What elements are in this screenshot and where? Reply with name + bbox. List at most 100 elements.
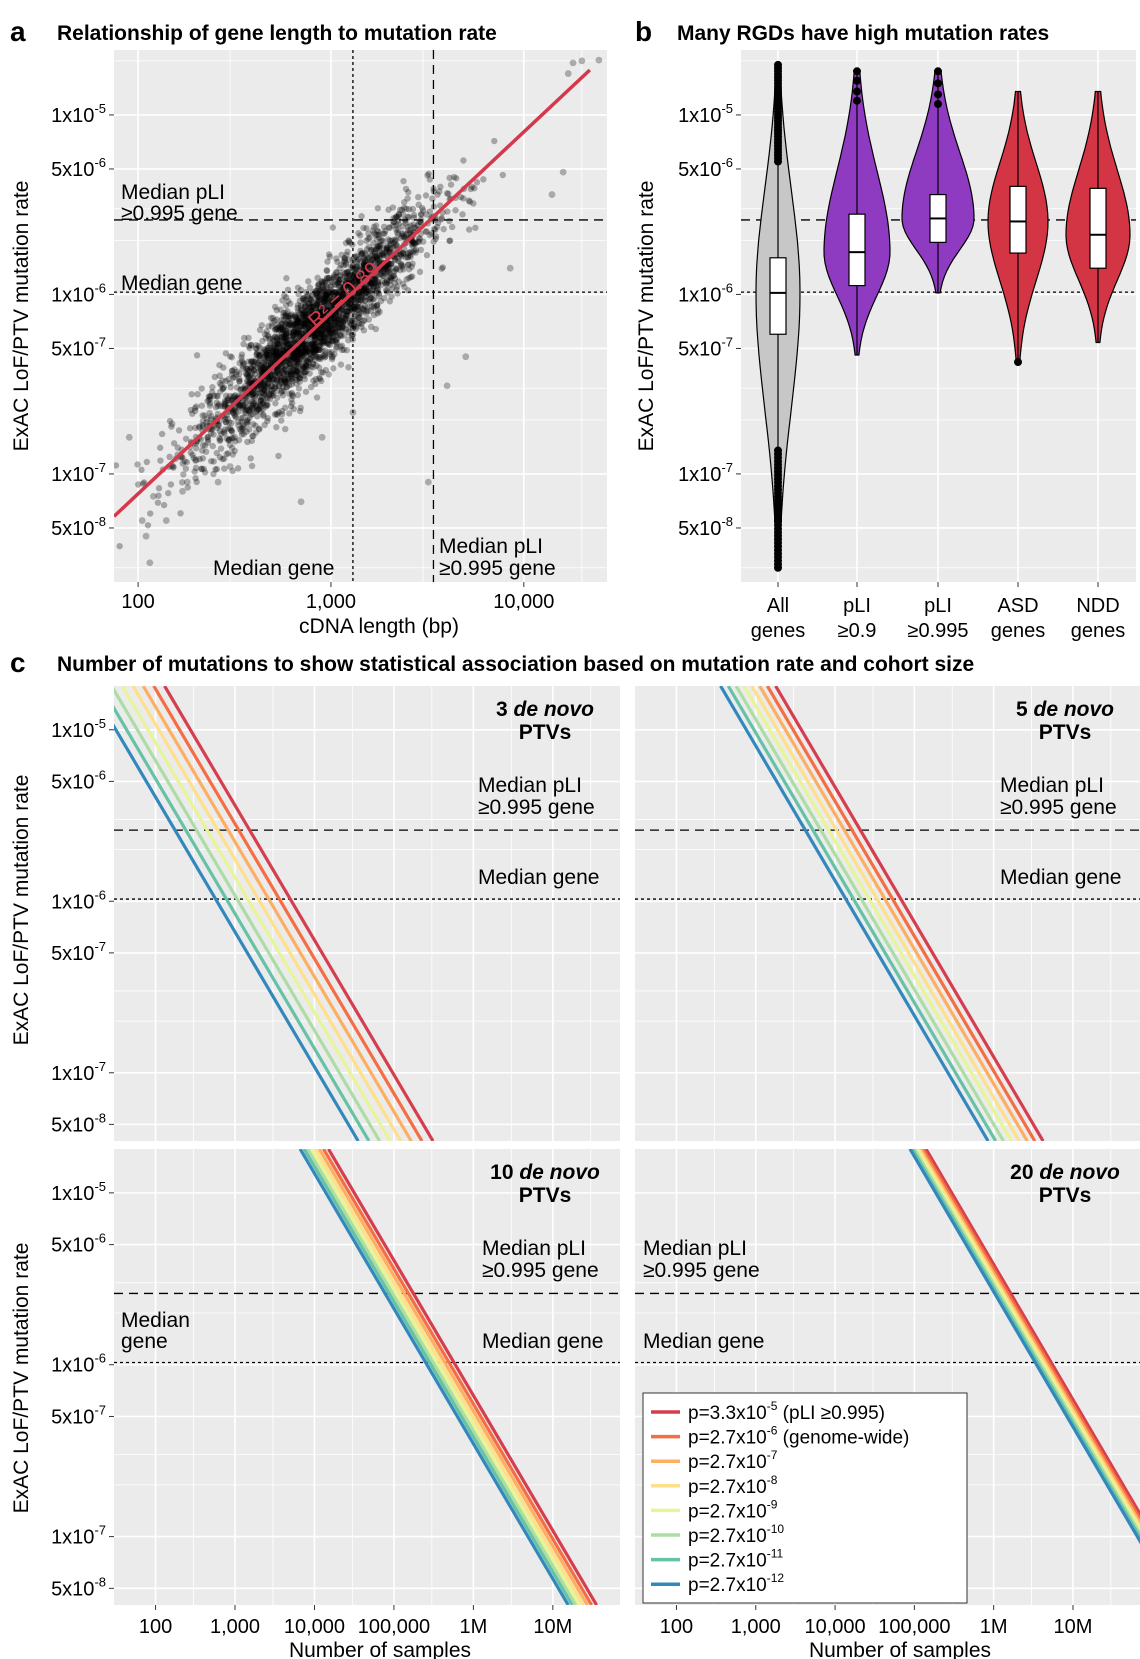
scatter-point xyxy=(385,236,392,243)
scatter-point xyxy=(143,458,151,466)
scatter-point xyxy=(304,322,312,329)
c-subplot: 10 de novoPTVs1x10-55x10-61x10-65x10-71x… xyxy=(51,1149,620,1638)
scatter-point xyxy=(284,371,291,378)
scatter-point xyxy=(271,333,279,341)
scatter-point xyxy=(333,322,341,329)
scatter-point xyxy=(405,206,413,213)
panel-b-x-ticks: All genes pLI ≥0.9 pLI ≥0.995 ASD genes NDD genes xyxy=(751,582,1126,642)
scatter-point xyxy=(313,362,320,369)
scatter-point xyxy=(291,355,299,362)
scatter-point xyxy=(259,384,266,392)
scatter-point xyxy=(250,358,258,366)
c-y-tick-label: 5x10-6 xyxy=(51,1231,106,1257)
scatter-point xyxy=(379,272,386,279)
scatter-point xyxy=(125,433,133,441)
scatter-point xyxy=(238,357,246,365)
c10-median-gene-label: Median gene xyxy=(482,1330,603,1353)
scatter-point xyxy=(323,292,330,299)
scatter-point xyxy=(262,356,270,363)
panel-b-label: b xyxy=(635,16,652,47)
scatter-point xyxy=(332,314,340,321)
scatter-point xyxy=(404,226,412,234)
scatter-point xyxy=(282,425,289,433)
scatter-point xyxy=(372,253,380,260)
scatter-point xyxy=(309,303,317,311)
scatter-point xyxy=(415,193,422,201)
scatter-point xyxy=(261,387,268,394)
scatter-point xyxy=(273,340,280,348)
scatter-point xyxy=(351,254,358,261)
scatter-point xyxy=(278,324,285,331)
scatter-point xyxy=(142,532,150,540)
a-median-pli-label-1: Median pLI xyxy=(121,181,225,204)
scatter-point xyxy=(257,357,264,364)
scatter-point xyxy=(278,379,285,387)
scatter-point xyxy=(337,320,345,328)
scatter-point xyxy=(258,322,265,329)
scatter-point xyxy=(387,241,394,248)
scatter-point xyxy=(229,374,237,381)
scatter-point xyxy=(325,318,332,325)
c-x-tick-label: 10M xyxy=(1054,1616,1093,1638)
scatter-point xyxy=(320,286,327,293)
scatter-point xyxy=(265,374,272,381)
scatter-point xyxy=(306,316,314,323)
scatter-point xyxy=(278,374,286,381)
scatter-point xyxy=(261,382,268,389)
scatter-point xyxy=(270,348,277,355)
scatter-point xyxy=(363,246,371,253)
scatter-point xyxy=(329,224,337,231)
scatter-point xyxy=(373,253,380,260)
scatter-point xyxy=(322,294,329,302)
scatter-point xyxy=(296,375,303,382)
scatter-point xyxy=(336,265,343,272)
scatter-point xyxy=(245,334,252,342)
scatter-point xyxy=(247,455,254,462)
scatter-point xyxy=(326,289,333,296)
scatter-point xyxy=(314,302,321,309)
scatter-point xyxy=(246,367,253,374)
scatter-point xyxy=(367,294,375,301)
scatter-point xyxy=(301,296,308,304)
scatter-point xyxy=(316,310,324,318)
scatter-point xyxy=(332,273,340,281)
scatter-point xyxy=(403,205,410,213)
scatter-point xyxy=(260,391,268,398)
scatter-point xyxy=(338,346,346,354)
scatter-point xyxy=(338,317,345,324)
scatter-point xyxy=(275,340,283,347)
scatter-point xyxy=(325,332,333,339)
scatter-point xyxy=(335,324,342,331)
scatter-point xyxy=(440,225,447,233)
scatter-point xyxy=(299,366,306,373)
c-y-tick-label: 5x10-7 xyxy=(51,939,106,965)
scatter-point xyxy=(210,458,217,465)
scatter-point xyxy=(334,279,341,287)
scatter-point xyxy=(228,367,236,375)
scatter-point xyxy=(349,296,356,304)
scatter-point xyxy=(291,321,299,328)
scatter-point xyxy=(363,308,370,315)
scatter-point xyxy=(323,291,331,299)
b-x-tick-label: genes xyxy=(751,620,806,642)
scatter-point xyxy=(369,285,377,293)
scatter-point xyxy=(466,198,474,205)
scatter-point xyxy=(352,268,359,276)
scatter-point xyxy=(302,319,309,327)
scatter-point xyxy=(116,542,123,550)
scatter-point xyxy=(288,375,295,383)
scatter-point xyxy=(424,172,431,179)
scatter-point xyxy=(303,313,310,321)
scatter-point xyxy=(327,283,334,291)
scatter-point xyxy=(331,315,339,323)
scatter-point xyxy=(222,418,230,426)
scatter-point xyxy=(271,317,278,325)
scatter-point xyxy=(263,351,270,359)
b-x-tick-label: genes xyxy=(1071,620,1126,642)
scatter-point xyxy=(221,403,229,410)
outlier-point xyxy=(934,100,942,109)
scatter-point xyxy=(295,373,302,380)
c-subplot-title-line2: PTVs xyxy=(519,721,572,744)
scatter-point xyxy=(312,380,319,388)
scatter-point xyxy=(343,346,351,354)
